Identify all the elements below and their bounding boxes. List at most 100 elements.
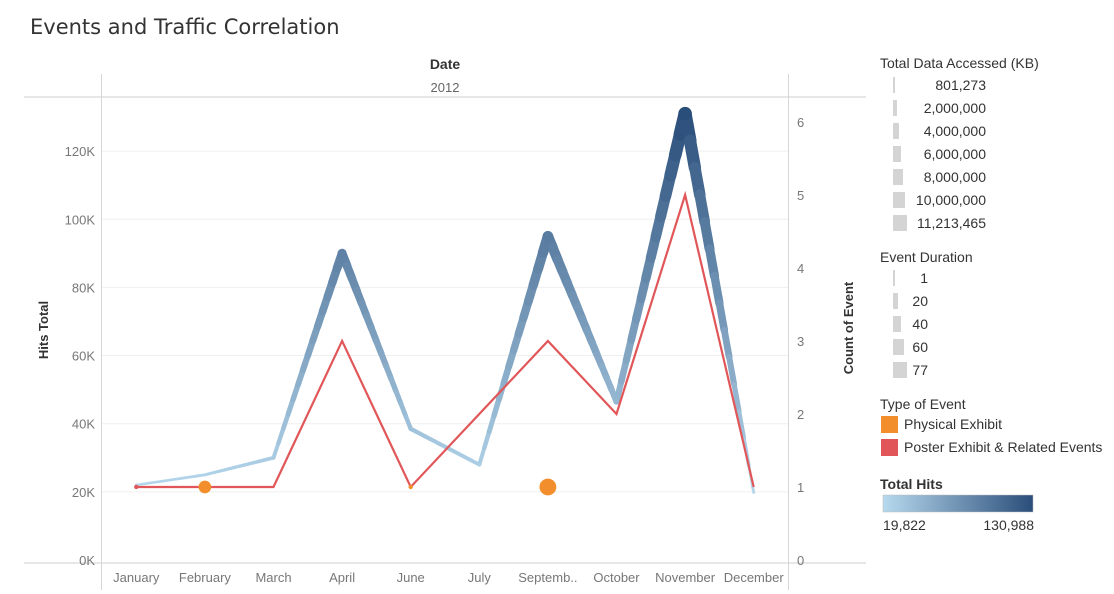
total-hits-line-segment	[715, 299, 729, 334]
legend-duration-swatch	[893, 270, 895, 286]
legend-size-swatch	[893, 169, 903, 185]
x-tick-label: December	[724, 570, 785, 585]
total-hits-line-segment	[486, 413, 497, 435]
right-tick-label: 6	[797, 115, 804, 130]
right-tick-label: 4	[797, 261, 804, 276]
x-tick-label: October	[593, 570, 640, 585]
legend-size-label: 8,000,000	[924, 169, 986, 185]
legend-size-swatch	[893, 192, 905, 208]
total-hits-line-segment	[271, 441, 281, 460]
total-hits-point	[408, 426, 413, 431]
right-tick-label: 3	[797, 334, 804, 349]
event-points	[134, 478, 557, 496]
legend-type-label: Physical Exhibit	[904, 416, 1002, 432]
legend-duration-label: 20	[912, 293, 928, 309]
left-tick-label: 60K	[72, 349, 95, 364]
total-hits-line-segment	[477, 446, 487, 467]
legend-duration-label: 77	[912, 362, 928, 378]
legend-type-label: Poster Exhibit & Related Events	[904, 439, 1102, 455]
x-tick-label: January	[113, 570, 160, 585]
x-axis-ticks: January February March April June July Septemb…	[113, 570, 784, 585]
legend-size-label: 10,000,000	[916, 192, 986, 208]
x-tick-label: Septemb..	[518, 570, 577, 585]
left-tick-label: 120K	[65, 144, 96, 159]
legend-type-title: Type of Event	[880, 396, 966, 412]
legend-color-max: 130,988	[983, 517, 1034, 533]
legend-duration-swatch	[893, 339, 904, 355]
total-hits-point	[271, 455, 276, 460]
right-tick-label: 5	[797, 188, 804, 203]
event-point	[198, 480, 212, 494]
legend-type-swatch	[881, 416, 898, 433]
total-hits-line-segment	[710, 271, 724, 308]
right-axis-title: Count of Event	[841, 281, 856, 374]
legend-size-swatch	[893, 123, 899, 139]
left-tick-label: 80K	[72, 280, 95, 295]
total-hits-point	[613, 398, 620, 405]
event-point	[539, 478, 557, 496]
total-hits-line-segment	[481, 429, 492, 451]
x-tick-label: November	[655, 570, 716, 585]
total-hits-line-segment	[613, 377, 625, 405]
total-hits-line-segment	[720, 326, 733, 361]
left-tick-label: 20K	[72, 485, 95, 500]
legend-color-title: Total Hits	[880, 476, 943, 492]
right-tick-label: 2	[797, 407, 804, 422]
legend-duration-label: 60	[912, 339, 928, 355]
chart-title: Events and Traffic Correlation	[30, 15, 340, 39]
total-hits-series	[135, 106, 756, 494]
legend-duration-label: 40	[912, 316, 928, 332]
column-header: Date	[430, 56, 461, 72]
total-hits-point	[337, 248, 347, 258]
total-hits-point	[542, 230, 554, 242]
gridlines	[102, 150, 788, 493]
total-hits-line-segment	[705, 244, 720, 281]
legend-duration-label: 1	[920, 270, 928, 286]
left-tick-label: 40K	[72, 417, 95, 432]
total-hits-line-segment	[280, 411, 291, 431]
legend-color-ramp	[882, 494, 1034, 513]
legend-size-swatch	[893, 215, 907, 231]
legend-size-swatch	[893, 100, 897, 116]
legend: Total Data Accessed (KB) 801,273 2,000,00…	[880, 55, 1102, 533]
legend-size-swatch	[893, 146, 901, 162]
total-hits-line-segment	[403, 414, 413, 432]
legend-size-label: 4,000,000	[924, 123, 986, 139]
legend-size-label: 11,213,465	[917, 215, 986, 231]
legend-size-label: 801,273	[935, 77, 986, 93]
right-tick-label: 1	[797, 480, 804, 495]
x-tick-label: June	[397, 570, 425, 585]
total-hits-point	[203, 473, 207, 477]
legend-size-swatch	[893, 77, 895, 93]
legend-type-swatch	[881, 439, 898, 456]
legend-size-label: 6,000,000	[924, 146, 986, 162]
left-axis-ticks: 0K 20K 40K 60K 80K 100K 120K	[65, 144, 96, 568]
total-hits-line-segment	[398, 401, 409, 419]
total-hits-line-segment	[736, 409, 747, 441]
poster-exhibit-series	[136, 190, 755, 489]
x-tick-label: February	[179, 570, 232, 585]
left-tick-label: 100K	[65, 212, 96, 227]
total-hits-line-segment	[731, 381, 742, 414]
legend-size-label: 2,000,000	[924, 100, 986, 116]
total-hits-line-segment	[726, 354, 738, 388]
x-tick-label: March	[255, 570, 291, 585]
legend-size-title: Total Data Accessed (KB)	[880, 55, 1039, 71]
total-hits-point	[678, 106, 692, 121]
legend-duration-swatch	[893, 362, 907, 378]
event-point	[134, 484, 139, 490]
legend-duration-swatch	[893, 316, 901, 332]
event-point	[408, 484, 413, 490]
column-value: 2012	[431, 80, 460, 95]
poster-exhibit-line	[136, 190, 755, 489]
total-hits-point	[477, 462, 482, 467]
left-axis-title: Hits Total	[36, 301, 51, 359]
legend-color-min: 19,822	[883, 517, 926, 533]
x-tick-label: July	[468, 570, 492, 585]
legend-duration-swatch	[893, 293, 898, 309]
x-tick-label: April	[329, 570, 355, 585]
total-hits-point	[752, 491, 755, 494]
total-hits-line-segment	[276, 426, 286, 446]
right-axis-ticks: 0 1 2 3 4 5 6	[797, 115, 804, 568]
